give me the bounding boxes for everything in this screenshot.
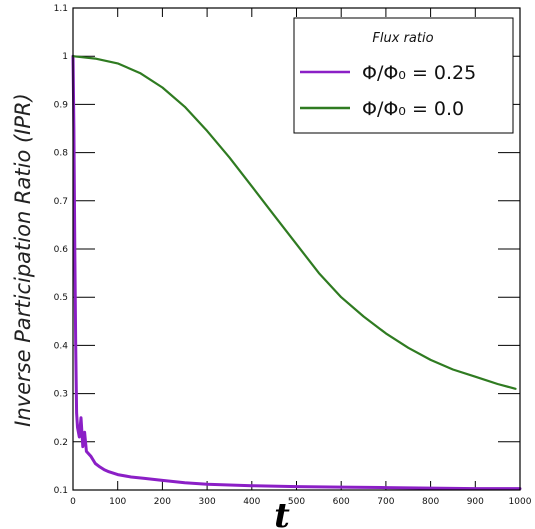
legend-title: Flux ratio [372,31,433,46]
x-tick-label: 1000 [509,497,532,507]
x-tick-label: 0 [70,497,76,507]
legend-box [293,17,514,134]
axis-ticks: 0 100 200 300 400 500 600 700 800 900 1000 0.1 0.2 0.… [54,4,532,507]
y-tick-label: 0.2 [54,438,68,448]
x-tick-label: 400 [243,497,260,507]
x-tick-label: 200 [154,497,171,507]
y-tick-label: 0.3 [54,390,68,400]
legend-label-flux-0.25: Φ/Φ₀ = 0.25 [362,62,476,84]
y-tick-label: 0.5 [54,293,68,303]
legend: Flux ratio Φ/Φ₀ = 0.25 Φ/Φ₀ = 0.0 [293,17,514,134]
x-axis-label: t [274,496,290,529]
y-axis-label: Inverse Participation Ratio (IPR) [11,93,35,427]
y-tick-label: 0.6 [54,245,69,255]
x-tick-label: 800 [422,497,439,507]
y-tick-label: 0.1 [54,486,68,496]
x-tick-label: 900 [467,497,484,507]
y-tick-label: 1.1 [54,4,68,14]
series-lines [71,54,522,491]
x-tick-label: 600 [333,497,350,507]
legend-label-flux-0.0: Φ/Φ₀ = 0.0 [362,98,464,120]
x-tick-label: 500 [288,497,305,507]
plot-frame [72,7,521,491]
y-tick-label: 0.8 [54,149,69,159]
x-tick-label: 300 [199,497,216,507]
y-tick-label: 0.9 [54,100,69,110]
x-tick-label: 100 [109,497,126,507]
series-line-flux-0.0 [71,55,517,390]
y-tick-label: 0.7 [54,197,68,207]
y-tick-label: 0.4 [54,341,69,351]
series-line-flux-0.25 [71,54,522,491]
x-tick-label: 700 [377,497,394,507]
y-tick-label: 1 [62,52,68,62]
